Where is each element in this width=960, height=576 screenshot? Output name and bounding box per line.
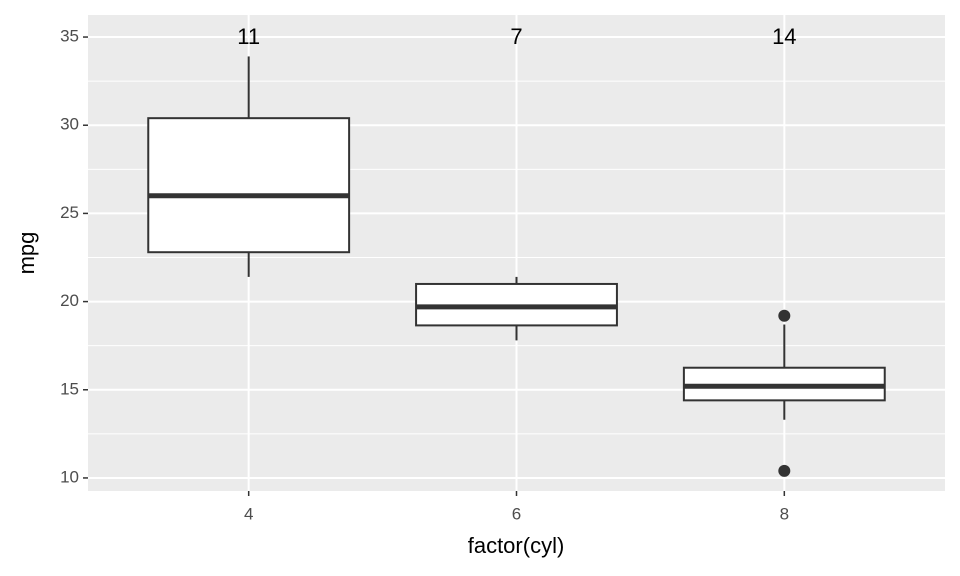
y-tick-label: 20 xyxy=(60,291,79,310)
y-tick-label: 35 xyxy=(60,27,79,46)
y-tick-label: 10 xyxy=(60,467,79,486)
x-tick-label: 4 xyxy=(244,504,253,523)
count-label: 14 xyxy=(772,24,796,49)
outlier xyxy=(778,464,791,477)
x-tick-label: 6 xyxy=(512,504,521,523)
outlier xyxy=(778,309,791,322)
y-axis-title: mpg xyxy=(14,232,39,275)
count-label: 7 xyxy=(510,24,522,49)
x-axis-title: factor(cyl) xyxy=(468,533,565,558)
y-tick-label: 30 xyxy=(60,115,79,134)
y-tick-label: 15 xyxy=(60,379,79,398)
count-label: 11 xyxy=(237,24,260,49)
box xyxy=(147,117,351,254)
y-tick-label: 25 xyxy=(60,203,79,222)
x-tick-label: 8 xyxy=(780,504,789,523)
